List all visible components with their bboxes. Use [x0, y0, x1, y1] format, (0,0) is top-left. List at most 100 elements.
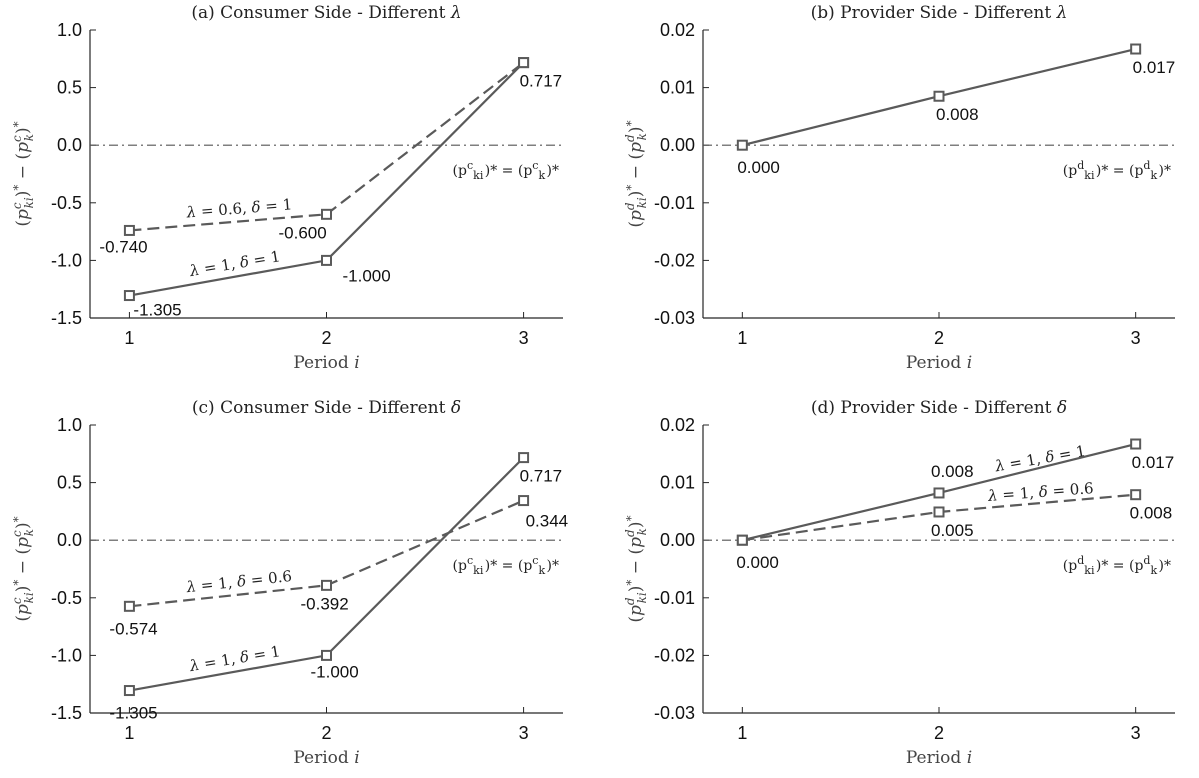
- y-tick-label: -0.5: [51, 193, 82, 213]
- data-point: [321, 649, 332, 661]
- data-point: [123, 685, 135, 697]
- data-point: [736, 139, 748, 151]
- y-tick-label: -0.02: [654, 645, 695, 665]
- y-tick-label: 0.5: [57, 78, 82, 98]
- x-tick-label: 2: [934, 723, 944, 743]
- x-tick-label: 2: [321, 723, 331, 743]
- data-point: [933, 90, 945, 102]
- y-tick-label: -0.01: [654, 588, 695, 608]
- data-point: [933, 487, 945, 499]
- y-axis-label: (pcki)* − (pck)*: [10, 516, 36, 621]
- data-label: -1.000: [311, 662, 359, 681]
- x-tick-label: 3: [1131, 723, 1141, 743]
- chart-panel-2: 0.02 0.01 0.00 -0.01 -0.02 -0.03 1 2 3 (b) Provid…: [623, 3, 1175, 373]
- data-label: -1.000: [343, 266, 391, 285]
- data-label: -0.392: [301, 594, 349, 613]
- chart-panel-3: 1.0 0.5 0.0 -0.5 -1.0 -1.5 1 2 3 (c) Consumer Sid…: [10, 398, 568, 768]
- y-tick-label: 0.00: [660, 530, 695, 550]
- x-tick-label: 3: [519, 328, 529, 348]
- series-line: [129, 61, 525, 232]
- reference-line-label: (pdki )* = (pdk )*: [1063, 159, 1171, 182]
- data-label: 0.008: [931, 462, 974, 481]
- data-point: [518, 57, 530, 69]
- series-annotation: λ = 1, δ = 1: [187, 247, 281, 280]
- data-point: [1130, 43, 1142, 55]
- data-point: [1130, 438, 1142, 450]
- series-annotation: λ = 0.6, δ = 1: [185, 195, 293, 221]
- data-point: [933, 506, 945, 518]
- data-point: [123, 224, 135, 236]
- data-point: [123, 290, 135, 302]
- y-tick-label: -1.0: [51, 645, 82, 665]
- series-annotation: λ = 1, δ = 1: [187, 642, 281, 675]
- x-tick-label: 1: [124, 723, 134, 743]
- chart-panel-4: 0.02 0.01 0.00 -0.01 -0.02 -0.03 1 2 3 (d) Provid…: [623, 398, 1175, 768]
- x-tick-label: 2: [321, 328, 331, 348]
- series-annotation: λ = 1, δ = 0.6: [185, 567, 293, 596]
- x-tick-label: 3: [1131, 328, 1141, 348]
- y-tick-label: -0.03: [654, 703, 695, 723]
- x-tick-label: 3: [519, 723, 529, 743]
- x-tick-label: 2: [934, 328, 944, 348]
- y-tick-label: 0.01: [660, 78, 695, 98]
- data-label: -0.740: [99, 237, 147, 256]
- chart-title: (c) Consumer Side - Different δ: [192, 398, 461, 418]
- reference-line-label: (pcki )* = (pck )*: [453, 159, 559, 182]
- data-label: -1.305: [133, 301, 181, 320]
- y-tick-label: 0.00: [660, 135, 695, 155]
- y-tick-label: -0.5: [51, 588, 82, 608]
- y-tick-label: -0.03: [654, 308, 695, 328]
- data-label: -0.574: [109, 619, 157, 638]
- data-label: 0.717: [520, 467, 563, 486]
- y-tick-label: 0.0: [57, 530, 82, 550]
- y-axis-label: (pdki)* − (pdk)*: [623, 120, 649, 227]
- data-point: [736, 534, 748, 546]
- chart-title: (a) Consumer Side - Different λ: [191, 3, 461, 23]
- data-point: [321, 208, 332, 220]
- y-tick-label: -1.5: [51, 703, 82, 723]
- series-annotation: λ = 1, δ = 0.6: [987, 479, 1095, 505]
- data-label: 0.344: [526, 512, 569, 531]
- data-label: -1.305: [109, 704, 157, 723]
- data-point: [123, 600, 135, 612]
- chart-title: (d) Provider Side - Different δ: [811, 398, 1067, 418]
- data-label: 0.000: [736, 553, 779, 572]
- y-tick-label: 0.02: [660, 415, 695, 435]
- chart-title: (b) Provider Side - Different λ: [811, 3, 1068, 23]
- data-point: [1130, 489, 1142, 501]
- x-axis-label: Period i: [293, 748, 359, 768]
- data-label: -0.600: [279, 223, 327, 242]
- data-label: 0.017: [1132, 453, 1175, 472]
- reference-line-label: (pcki )* = (pck )*: [453, 554, 559, 577]
- x-tick-label: 1: [124, 328, 134, 348]
- reference-line-label: (pdki )* = (pdk )*: [1063, 554, 1171, 577]
- y-tick-label: -1.5: [51, 308, 82, 328]
- y-tick-label: 1.0: [57, 415, 82, 435]
- data-point: [321, 579, 332, 591]
- chart-panel-1: 1.0 0.5 0.0 -0.5 -1.0 -1.5 1 2 3 (a) Consumer Sid…: [10, 3, 563, 373]
- y-tick-label: -1.0: [51, 250, 82, 270]
- y-tick-label: -0.01: [654, 193, 695, 213]
- y-axis-label: (pcki)* − (pck)*: [10, 121, 36, 226]
- y-tick-label: 0.0: [57, 135, 82, 155]
- y-tick-label: 0.01: [660, 473, 695, 493]
- data-label: 0.000: [737, 158, 780, 177]
- data-point: [518, 452, 530, 464]
- series-annotation: λ = 1, δ = 1: [993, 442, 1087, 476]
- y-tick-label: 0.5: [57, 473, 82, 493]
- x-axis-label: Period i: [906, 353, 972, 373]
- data-label: 0.005: [931, 521, 974, 540]
- x-tick-label: 1: [737, 328, 747, 348]
- data-label: 0.008: [936, 105, 979, 124]
- x-axis-label: Period i: [293, 353, 359, 373]
- y-tick-label: -0.02: [654, 250, 695, 270]
- data-label: 0.017: [1133, 58, 1176, 77]
- data-label: 0.008: [1130, 504, 1173, 523]
- y-tick-label: 0.02: [660, 20, 695, 40]
- data-point: [321, 254, 332, 266]
- x-axis-label: Period i: [906, 748, 972, 768]
- data-label: 0.717: [520, 72, 563, 91]
- y-axis-label: (pdki)* − (pdk)*: [623, 515, 649, 622]
- data-point: [518, 495, 530, 507]
